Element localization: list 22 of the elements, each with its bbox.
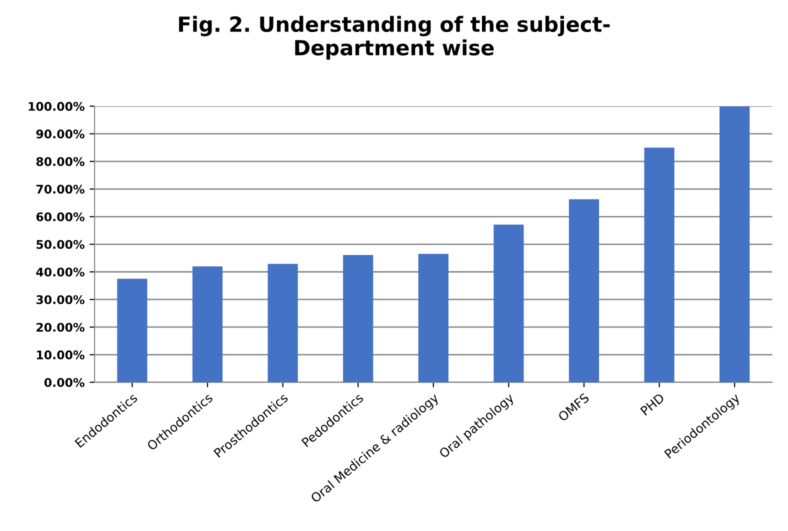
y-tick-label: 80.00%	[36, 157, 84, 166]
y-tick-label: 50.00%	[36, 240, 84, 249]
y-tick-label: 40.00%	[36, 268, 84, 277]
y-tick-label: 60.00%	[36, 212, 84, 222]
y-tick-label: 20.00%	[36, 322, 84, 332]
y-tick-label: 10.00%	[37, 350, 84, 360]
y-tick-label: 0.00%	[44, 378, 84, 387]
bar	[644, 148, 674, 382]
x-tick-label: PHD	[640, 392, 665, 416]
bar	[117, 278, 148, 382]
bar	[494, 224, 524, 382]
y-tick-label: 100.00%	[28, 102, 84, 111]
bar	[568, 199, 600, 382]
bar	[268, 264, 298, 382]
y-tick-label: 90.00%	[36, 130, 84, 138]
y-tick-label: 30.00%	[36, 295, 84, 304]
chart-title: Fig. 2. Understanding of the subject- Department wise	[179, 16, 610, 60]
y-tick-label: 70.00%	[36, 184, 84, 194]
bar	[343, 255, 374, 382]
bar	[418, 254, 448, 382]
bar	[192, 266, 223, 382]
bar	[720, 106, 750, 382]
